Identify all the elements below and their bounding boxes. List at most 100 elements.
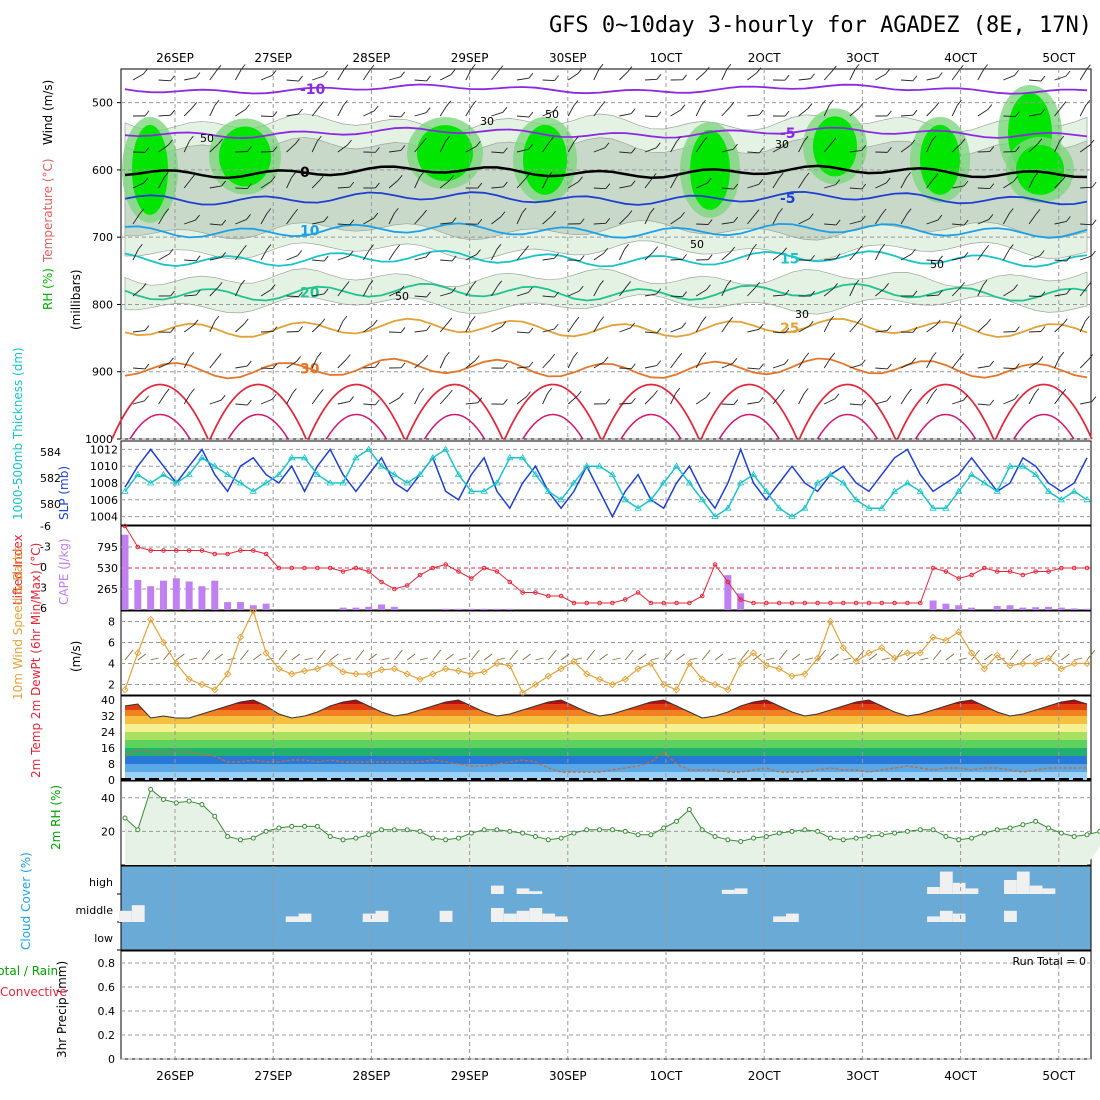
slp-point [493, 479, 501, 486]
surface-wind-barb [920, 657, 929, 661]
slp-point [365, 445, 373, 452]
wind-barb-shaft [619, 215, 629, 225]
surface-wind-barb [432, 649, 442, 661]
wind-barb-flag [726, 63, 732, 70]
slp-point [236, 479, 245, 486]
wind-barb-flag [1061, 389, 1067, 395]
wind-barb-shaft [337, 186, 350, 189]
date-bottom-label: 30SEP [549, 1069, 587, 1083]
cape-bar [1006, 605, 1014, 610]
surface-wind-barb [419, 657, 429, 661]
rh-point [904, 828, 910, 834]
wind-barb-shaft [542, 110, 554, 117]
wind-barb-flag [266, 244, 272, 250]
wind-barb-flag [399, 285, 405, 292]
wind-speed-point [339, 668, 347, 676]
wind-barb-flag [630, 322, 636, 329]
date-axis-bottom: 26SEP 27SEP 28SEP 29SEP 30SEP 1OCT 2OCT 3OCT 4OC… [156, 1069, 1076, 1083]
temp-contour-label: 0 [300, 165, 310, 181]
wind-speed-point [660, 680, 668, 689]
wind-barb-flag [937, 72, 943, 78]
lifted-index-point [712, 562, 718, 567]
rh-point [815, 828, 821, 834]
wind-barb-flag [547, 171, 553, 178]
wind-speed-point [454, 667, 463, 675]
cloud-bar-middle [362, 913, 376, 922]
wind-barb-flag [247, 399, 252, 406]
surface-wind-barb [1086, 649, 1096, 661]
cloud-bar-middle [1004, 910, 1017, 922]
temp-35-arc [307, 383, 406, 440]
wind-barb-shaft [593, 252, 604, 261]
wind-barb-flag [547, 387, 553, 394]
temp-40-arc [718, 413, 780, 440]
slp-point [1006, 462, 1014, 469]
rh-point [879, 832, 885, 838]
wind-speed-point [544, 672, 552, 680]
cloud-bar-high [721, 889, 735, 894]
wind-barb-flag [730, 246, 736, 253]
wind-barb-shaft [1079, 69, 1087, 81]
wind-barb-shaft [1079, 286, 1088, 297]
wind-barb-shaft [286, 213, 294, 225]
slp-point [518, 454, 527, 461]
wind-barb-flag [861, 145, 867, 151]
wind-barb-shaft [900, 177, 908, 189]
wind-barb-flag [1086, 64, 1091, 70]
wind-barb-shaft [849, 187, 862, 190]
wind-barb-flag [549, 136, 554, 143]
wind-barb-flag [758, 396, 764, 403]
rh-point [327, 833, 333, 839]
wind-barb-shaft [593, 285, 600, 297]
wind-barb-shaft [439, 141, 447, 153]
wind-barb-flag [782, 247, 787, 254]
wind-speed-point [236, 633, 245, 641]
temp-35-arc [111, 383, 209, 440]
wind-barb-shaft [875, 287, 885, 297]
surface-wind-barb [689, 657, 698, 661]
cape-bar [968, 607, 976, 610]
wind-label: 10m Wind Speed & Barbs [11, 546, 25, 700]
slp-point [749, 470, 758, 477]
wind-barb-flag [653, 246, 658, 252]
wind-barb-shaft [158, 362, 170, 369]
cape-bar [236, 602, 244, 610]
surface-wind-barb [804, 657, 813, 661]
wind-barb-flag [426, 325, 431, 331]
wind-barb-flag [528, 111, 534, 118]
cloud-bar-middle [529, 908, 543, 922]
wind-barb-shaft [235, 403, 248, 406]
wind-barb-flag [957, 99, 962, 106]
wind-barb-shaft [235, 219, 247, 225]
cloud-bar-middle [375, 910, 389, 922]
slp-tick-label: 1004 [90, 511, 118, 524]
slp-point [313, 470, 322, 477]
slp-point [903, 479, 912, 486]
wind-barb-shaft [235, 109, 246, 117]
rh-point [943, 833, 949, 839]
wind-barb-flag [803, 388, 809, 394]
wind-barb-flag [474, 355, 480, 361]
precip-tick-label: 0.2 [98, 1029, 116, 1042]
lifted-index-point [494, 569, 500, 574]
wind-barb-shaft [849, 403, 862, 406]
wind-barb-shaft [414, 329, 427, 333]
wind-barb-flag [1040, 75, 1046, 82]
temp-stripe [125, 740, 1087, 748]
wind-barb-flag [137, 243, 143, 250]
wind-speed-point [1083, 659, 1091, 668]
slp-point [980, 479, 989, 486]
wind-barb-flag [677, 353, 683, 359]
rh-point [160, 796, 166, 802]
rh-point [763, 833, 769, 839]
rh-point [674, 818, 680, 824]
wind-barb-flag [758, 179, 764, 185]
wind-barb-flag [1015, 111, 1020, 117]
wind-barb-shaft [311, 356, 318, 369]
wind-barb-shaft [235, 365, 248, 369]
rh-point [930, 827, 936, 833]
wind-barb-shaft [1054, 259, 1067, 262]
rh-point [404, 827, 410, 833]
wind-speed-point [134, 649, 142, 657]
wind-barb-flag [987, 104, 993, 110]
